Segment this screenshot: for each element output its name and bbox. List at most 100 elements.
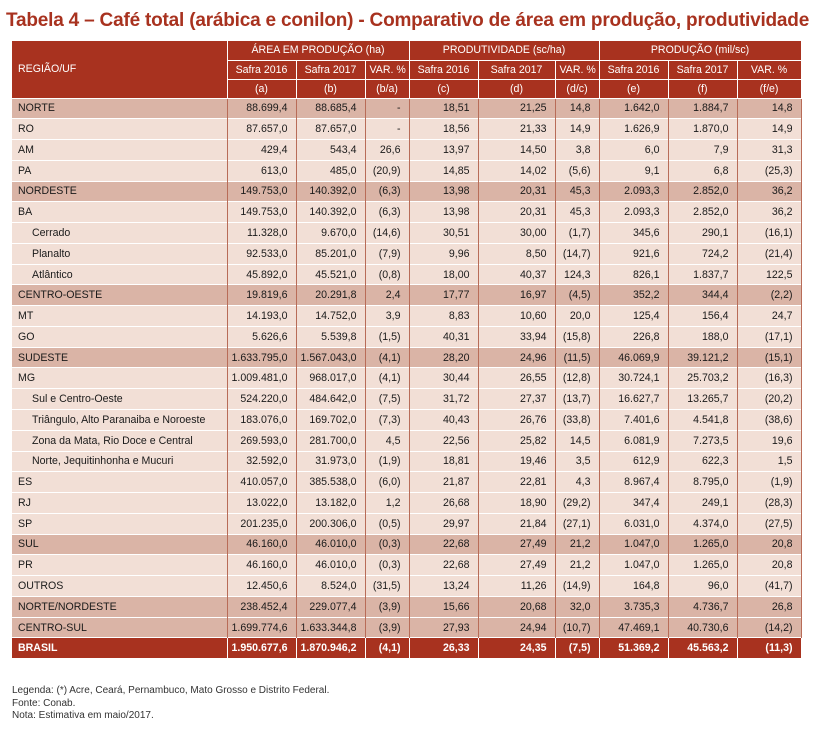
value-cell: (2,2) <box>737 284 802 306</box>
value-cell: 1.047,0 <box>599 534 669 555</box>
value-cell: 16.627,7 <box>599 388 669 410</box>
value-cell: (7,5) <box>555 637 600 659</box>
region-cell: CENTRO-SUL <box>12 617 228 638</box>
table-row: RJ 13.022,0 13.182,0 1,2 26,68 18,90 (29,2) 347… <box>12 492 802 514</box>
value-cell: 1,2 <box>365 492 410 514</box>
value-cell: 149.753,0 <box>227 181 297 202</box>
value-cell: 14,9 <box>555 118 600 140</box>
value-cell: 21,2 <box>555 534 600 555</box>
estimate-note: Nota: Estimativa em maio/2017. <box>12 710 154 721</box>
value-cell: (1,7) <box>555 222 600 244</box>
table-row: Triângulo, Alto Paranaiba e Noroeste 183.… <box>12 409 802 431</box>
region-cell: RJ <box>12 492 228 514</box>
subcol-header: Safra 2016 <box>227 60 297 80</box>
value-cell: 7.273,5 <box>668 430 738 452</box>
region-cell: NORTE <box>12 98 228 119</box>
table-row: MT 14.193,0 14.752,0 3,9 8,83 10,60 20,0 125,4 1… <box>12 305 802 327</box>
value-cell: (6,0) <box>365 471 410 493</box>
subcol-header: VAR. % <box>737 60 802 80</box>
value-cell: 4,3 <box>555 471 600 493</box>
value-cell: 14,85 <box>409 160 479 182</box>
value-cell: 410.057,0 <box>227 471 297 493</box>
value-cell: (15,1) <box>737 347 802 368</box>
value-cell: 124,3 <box>555 264 600 285</box>
value-cell: 10,60 <box>478 305 556 327</box>
value-cell: 1.567.043,0 <box>296 347 366 368</box>
value-cell: 11.328,0 <box>227 222 297 244</box>
value-cell: (7,9) <box>365 243 410 265</box>
value-cell: 26,6 <box>365 139 410 161</box>
table-body: NORTE 88.699,4 88.685,4-18,51 21,25 14,8 1.64… <box>12 98 802 659</box>
value-cell: 22,81 <box>478 471 556 493</box>
value-cell: (12,8) <box>555 367 600 389</box>
table-row: CENTRO-OESTE 19.819,6 20.291,8 2,4 17,77 16,9… <box>12 284 802 306</box>
value-cell: 1.884,7 <box>668 98 738 119</box>
subcol-header: Safra 2017 <box>668 60 738 80</box>
value-cell: 3,5 <box>555 451 600 472</box>
value-cell: 13.265,7 <box>668 388 738 410</box>
region-cell: Atlântico <box>12 264 228 285</box>
formula-header: (f) <box>668 79 738 99</box>
value-cell: 622,3 <box>668 451 738 472</box>
value-cell: 13,98 <box>409 201 479 223</box>
group-header-productivity: PRODUTIVIDADE (sc/ha) <box>409 41 600 61</box>
value-cell: 3,9 <box>365 305 410 327</box>
value-cell: 30.724,1 <box>599 367 669 389</box>
value-cell: 238.452,4 <box>227 596 297 618</box>
table-row: Zona da Mata, Rio Doce e Central 269.593,… <box>12 430 802 452</box>
value-cell: 36,2 <box>737 181 802 202</box>
value-cell: 17,77 <box>409 284 479 306</box>
value-cell: (31,5) <box>365 575 410 597</box>
value-cell: 14,8 <box>555 98 600 119</box>
table-row: NORTE 88.699,4 88.685,4-18,51 21,25 14,8 1.64… <box>12 98 802 119</box>
subcol-header: Safra 2017 <box>478 60 556 80</box>
region-column-header: REGIÃO/UF <box>12 41 228 99</box>
value-cell: 19,46 <box>478 451 556 472</box>
value-cell: 29,97 <box>409 513 479 535</box>
formula-header: (e) <box>599 79 669 99</box>
value-cell: (0,3) <box>365 534 410 555</box>
value-cell: 16,97 <box>478 284 556 306</box>
region-cell: Cerrado <box>12 222 228 244</box>
region-cell: Sul e Centro-Oeste <box>12 388 228 410</box>
value-cell: (15,8) <box>555 326 600 348</box>
value-cell: 12.450,6 <box>227 575 297 597</box>
value-cell: 45.521,0 <box>296 264 366 285</box>
value-cell: 9.670,0 <box>296 222 366 244</box>
value-cell: (16,3) <box>737 367 802 389</box>
value-cell: 11,26 <box>478 575 556 597</box>
table-row: BA 149.753,0 140.392,0 (6,3) 13,98 20,31 45,3 2… <box>12 201 802 223</box>
value-cell: 45.892,0 <box>227 264 297 285</box>
value-cell: (0,8) <box>365 264 410 285</box>
region-cell: Triângulo, Alto Paranaiba e Noroeste <box>12 409 228 431</box>
subcol-header: Safra 2016 <box>409 60 479 80</box>
region-cell: MG <box>12 367 228 389</box>
value-cell: 20,8 <box>737 534 802 555</box>
value-cell: 4.374,0 <box>668 513 738 535</box>
table-row: Planalto 92.533,0 85.201,0 (7,9) 9,96 8,50 (14… <box>12 243 802 265</box>
value-cell: 36,2 <box>737 201 802 223</box>
value-cell: 31,72 <box>409 388 479 410</box>
value-cell: 5.626,6 <box>227 326 297 348</box>
value-cell: 18,81 <box>409 451 479 472</box>
formula-header: (b/a) <box>365 79 410 99</box>
value-cell: 188,0 <box>668 326 738 348</box>
value-cell: 47.469,1 <box>599 617 669 638</box>
value-cell: 45,3 <box>555 201 600 223</box>
value-cell: 8,50 <box>478 243 556 265</box>
value-cell: 14.193,0 <box>227 305 297 327</box>
value-cell: (11,5) <box>555 347 600 368</box>
value-cell: 46.160,0 <box>227 554 297 576</box>
value-cell: 2.093,3 <box>599 201 669 223</box>
value-cell: - <box>365 118 410 140</box>
value-cell: 18,90 <box>478 492 556 514</box>
value-cell: 22,68 <box>409 554 479 576</box>
value-cell: 30,44 <box>409 367 479 389</box>
value-cell: 40,37 <box>478 264 556 285</box>
region-cell: Planalto <box>12 243 228 265</box>
value-cell: 2.852,0 <box>668 181 738 202</box>
subcol-header: VAR. % <box>365 60 410 80</box>
table-row: Norte, Jequitinhonha e Mucuri 32.592,0 31.… <box>12 451 802 472</box>
region-cell: GO <box>12 326 228 348</box>
value-cell: (1,9) <box>365 451 410 472</box>
